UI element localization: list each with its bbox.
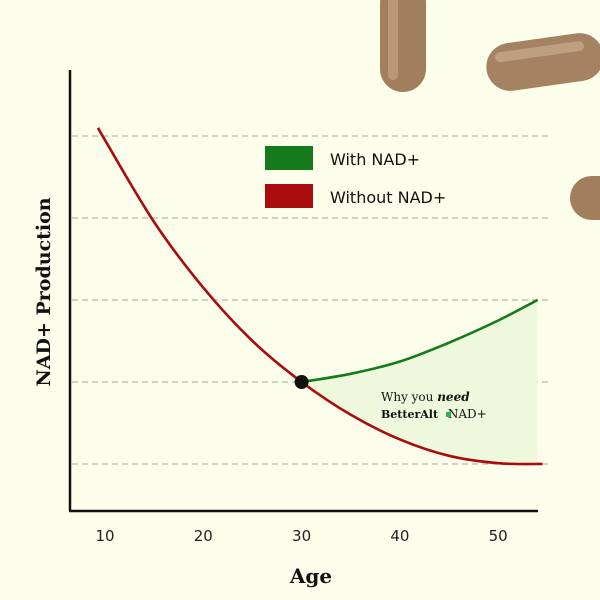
legend-swatch-without bbox=[265, 184, 313, 208]
brand-name: BetterAlt bbox=[381, 408, 439, 421]
legend: With NAD+ Without NAD+ bbox=[265, 146, 446, 208]
x-tick-label: 10 bbox=[95, 527, 114, 545]
annotation: Why you need BetterAlt NAD+ bbox=[381, 390, 487, 421]
x-tick-label: 30 bbox=[292, 527, 311, 545]
y-axis-label: NAD+ Production bbox=[33, 197, 55, 386]
x-tick-label: 50 bbox=[489, 527, 508, 545]
legend-label-with: With NAD+ bbox=[330, 150, 420, 169]
capsules-decoration bbox=[380, 0, 600, 220]
svg-text:BetterAlt NAD+: BetterAlt NAD+ bbox=[381, 407, 487, 421]
x-axis-label: Age bbox=[289, 564, 332, 588]
x-tick-label: 20 bbox=[194, 527, 213, 545]
legend-label-without: Without NAD+ bbox=[330, 188, 446, 207]
legend-swatch-with bbox=[265, 146, 313, 170]
brand-dot-icon bbox=[446, 412, 451, 417]
annotation-line2: NAD+ bbox=[444, 407, 487, 421]
x-tick-label: 40 bbox=[390, 527, 409, 545]
svg-text:Why you need: Why you need bbox=[381, 390, 470, 404]
annotation-line1: Why you bbox=[381, 390, 437, 404]
annotation-need: need bbox=[437, 390, 470, 404]
intersection-marker bbox=[294, 375, 309, 389]
benefit-area bbox=[301, 300, 538, 464]
series-line-without-nad bbox=[96, 127, 543, 466]
series-line-with-nad bbox=[301, 298, 539, 384]
